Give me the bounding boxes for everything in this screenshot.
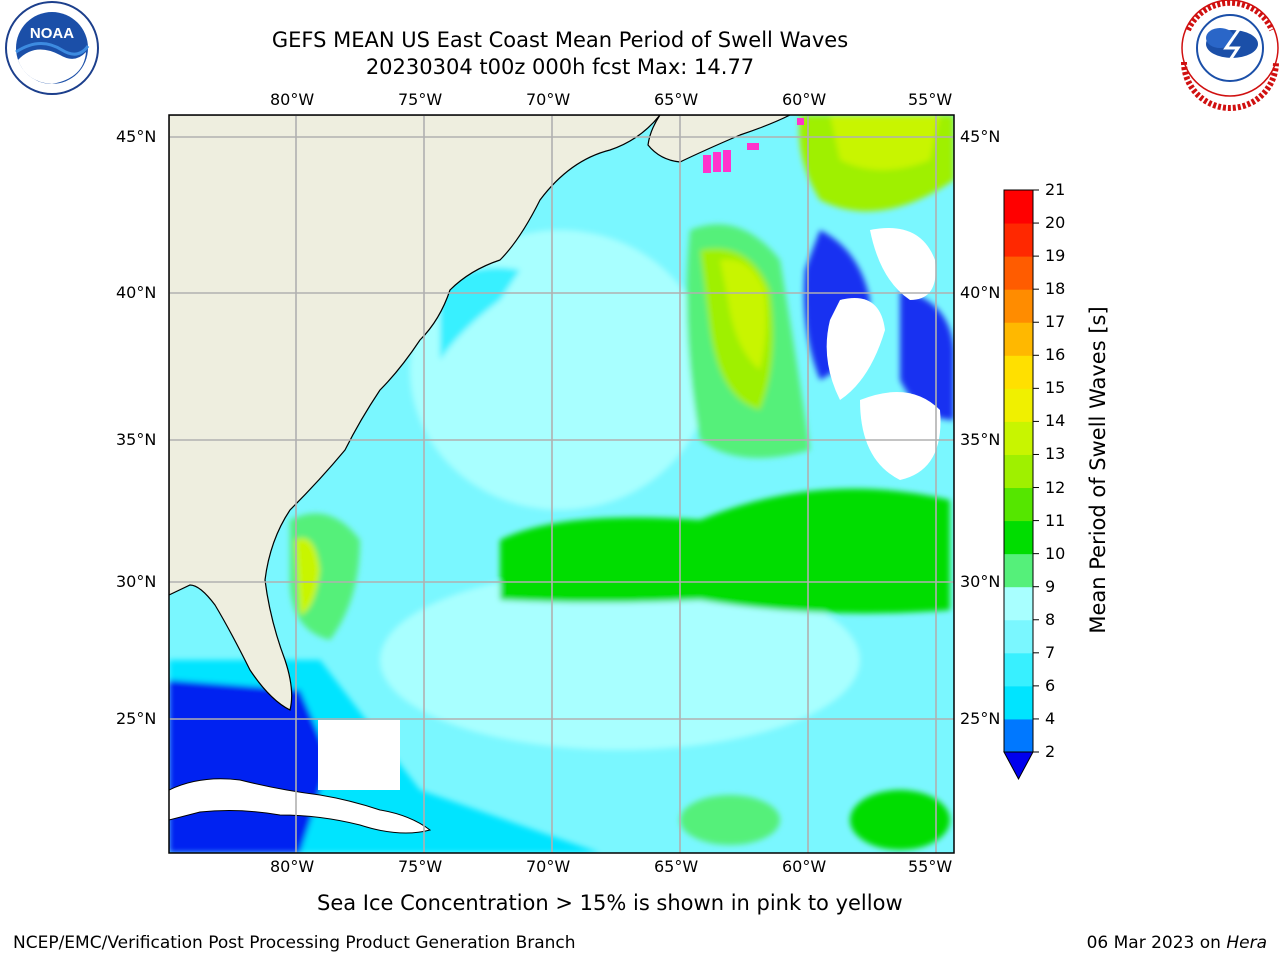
colorbar-bin [1004, 685, 1033, 720]
lat-label-right-40n: 40°N [960, 283, 1001, 302]
chart-title: GEFS MEAN US East Coast Mean Period of S… [271, 28, 849, 52]
map-area [169, 115, 954, 853]
colorbar-tick-label: 20 [1045, 213, 1066, 233]
colorbar-tick-label: 10 [1045, 543, 1066, 563]
no-data-patch-1 [826, 298, 885, 400]
colorbar-bin [1004, 223, 1033, 257]
colorbar-tick-label: 13 [1045, 444, 1066, 464]
colorbar-tick-label: 9 [1045, 576, 1056, 596]
sea-ice [703, 118, 804, 173]
lon-label-bottom-60w: 60°W [782, 857, 827, 876]
colorbar-bin [1004, 421, 1033, 455]
field-7s-nearshore [440, 267, 520, 360]
colorbar-tick-label: 19 [1045, 246, 1066, 266]
colorbar-bin [1004, 322, 1033, 356]
footer-machine: Hera [1226, 933, 1267, 953]
noaa-logo: NOAA [5, 1, 99, 95]
lat-label-left-45n: 45°N [116, 127, 157, 146]
colorbar-bin [1004, 718, 1033, 753]
noaa-logo-text: NOAA [30, 25, 74, 42]
lat-label-left-40n: 40°N [116, 283, 157, 302]
lon-label-bottom-55w: 55°W [908, 857, 953, 876]
field-10s-south [680, 795, 780, 845]
chart-subtitle: 20230304 t00z 000h fcst Max: 14.77 [365, 55, 755, 79]
colorbar-bin [1004, 454, 1033, 489]
lat-label-left-25n: 25°N [116, 709, 157, 728]
lat-label-right-35n: 35°N [960, 430, 1001, 449]
colorbar-tick-label: 18 [1045, 279, 1066, 299]
field-2s-east [900, 290, 954, 420]
land-cuba [169, 778, 432, 834]
lon-label-bottom-80w: 80°W [270, 857, 315, 876]
colorbar-tick-label: 2 [1045, 742, 1056, 761]
map-grid [169, 115, 954, 853]
colorbar [1003, 189, 1039, 781]
field-9s-south [380, 570, 860, 750]
footer-date: 06 Mar 2023 on Hera [1087, 933, 1267, 953]
footer-date-text: 06 Mar 2023 on [1086, 933, 1227, 953]
colorbar-bin [1004, 619, 1033, 654]
nws-logo [1181, 0, 1279, 111]
lat-label-left-30n: 30°N [116, 572, 157, 591]
colorbar-tick-label: 16 [1045, 345, 1066, 365]
lon-label-top-55w: 55°W [908, 90, 953, 109]
lat-label-right-30n: 30°N [960, 572, 1001, 591]
field-11s-southeast [850, 790, 950, 850]
lat-label-right-25n: 25°N [960, 709, 1001, 728]
no-data-patch-3 [860, 392, 941, 480]
colorbar-tick-label: 12 [1045, 477, 1066, 497]
lon-label-bottom-70w: 70°W [526, 857, 571, 876]
lon-label-top-60w: 60°W [782, 90, 827, 109]
colorbar-tick-label: 6 [1045, 675, 1056, 695]
field-14s-ridge [720, 259, 767, 370]
colorbar-tick-label: 4 [1045, 708, 1056, 728]
colorbar-outline [1003, 189, 1034, 753]
lon-label-top-70w: 70°W [526, 90, 571, 109]
no-data-patch-2 [870, 228, 936, 300]
land-us-east-coast [169, 115, 661, 711]
colorbar-tick-label: 8 [1045, 609, 1056, 629]
colorbar-tick-label: 11 [1045, 510, 1066, 530]
colorbar-bin [1004, 190, 1033, 224]
colorbar-tick-label: 7 [1045, 642, 1056, 662]
lat-label-left-35n: 35°N [116, 430, 157, 449]
colorbar-tick-label: 17 [1045, 312, 1066, 332]
colorbar-bin [1004, 520, 1033, 555]
colorbar-bin [1004, 256, 1033, 290]
lon-label-bottom-75w: 75°W [398, 857, 443, 876]
colorbar-bin [1004, 553, 1033, 588]
colorbar-bin [1004, 388, 1033, 422]
map-frame [168, 114, 955, 854]
lat-label-right-45n: 45°N [960, 127, 1001, 146]
no-data-patch-4 [318, 720, 400, 790]
colorbar-bin [1004, 487, 1033, 522]
lon-label-top-80w: 80°W [270, 90, 315, 109]
sea-ice-note: Sea Ice Concentration > 15% is shown in … [317, 891, 903, 915]
colorbar-bin [1004, 355, 1033, 389]
lon-label-top-75w: 75°W [398, 90, 443, 109]
colorbar-tick-label: 14 [1045, 411, 1066, 431]
colorbar-bin [1004, 586, 1033, 621]
lon-label-top-65w: 65°W [654, 90, 699, 109]
colorbar-label: Mean Period of Swell Waves [s] [1086, 306, 1110, 634]
field-14s-coastal [295, 538, 320, 615]
colorbar-extend-triangle [1003, 751, 1034, 781]
field-14s-northeast [830, 115, 940, 170]
colorbar-tick-label: 15 [1045, 378, 1066, 398]
colorbar-tick-label: 21 [1045, 180, 1066, 199]
colorbar-bin [1004, 289, 1033, 323]
footer-branch: NCEP/EMC/Verification Post Processing Pr… [13, 933, 576, 953]
lon-label-bottom-65w: 65°W [654, 857, 699, 876]
colorbar-bin [1004, 652, 1033, 687]
field-2s-caribbean [169, 680, 330, 853]
